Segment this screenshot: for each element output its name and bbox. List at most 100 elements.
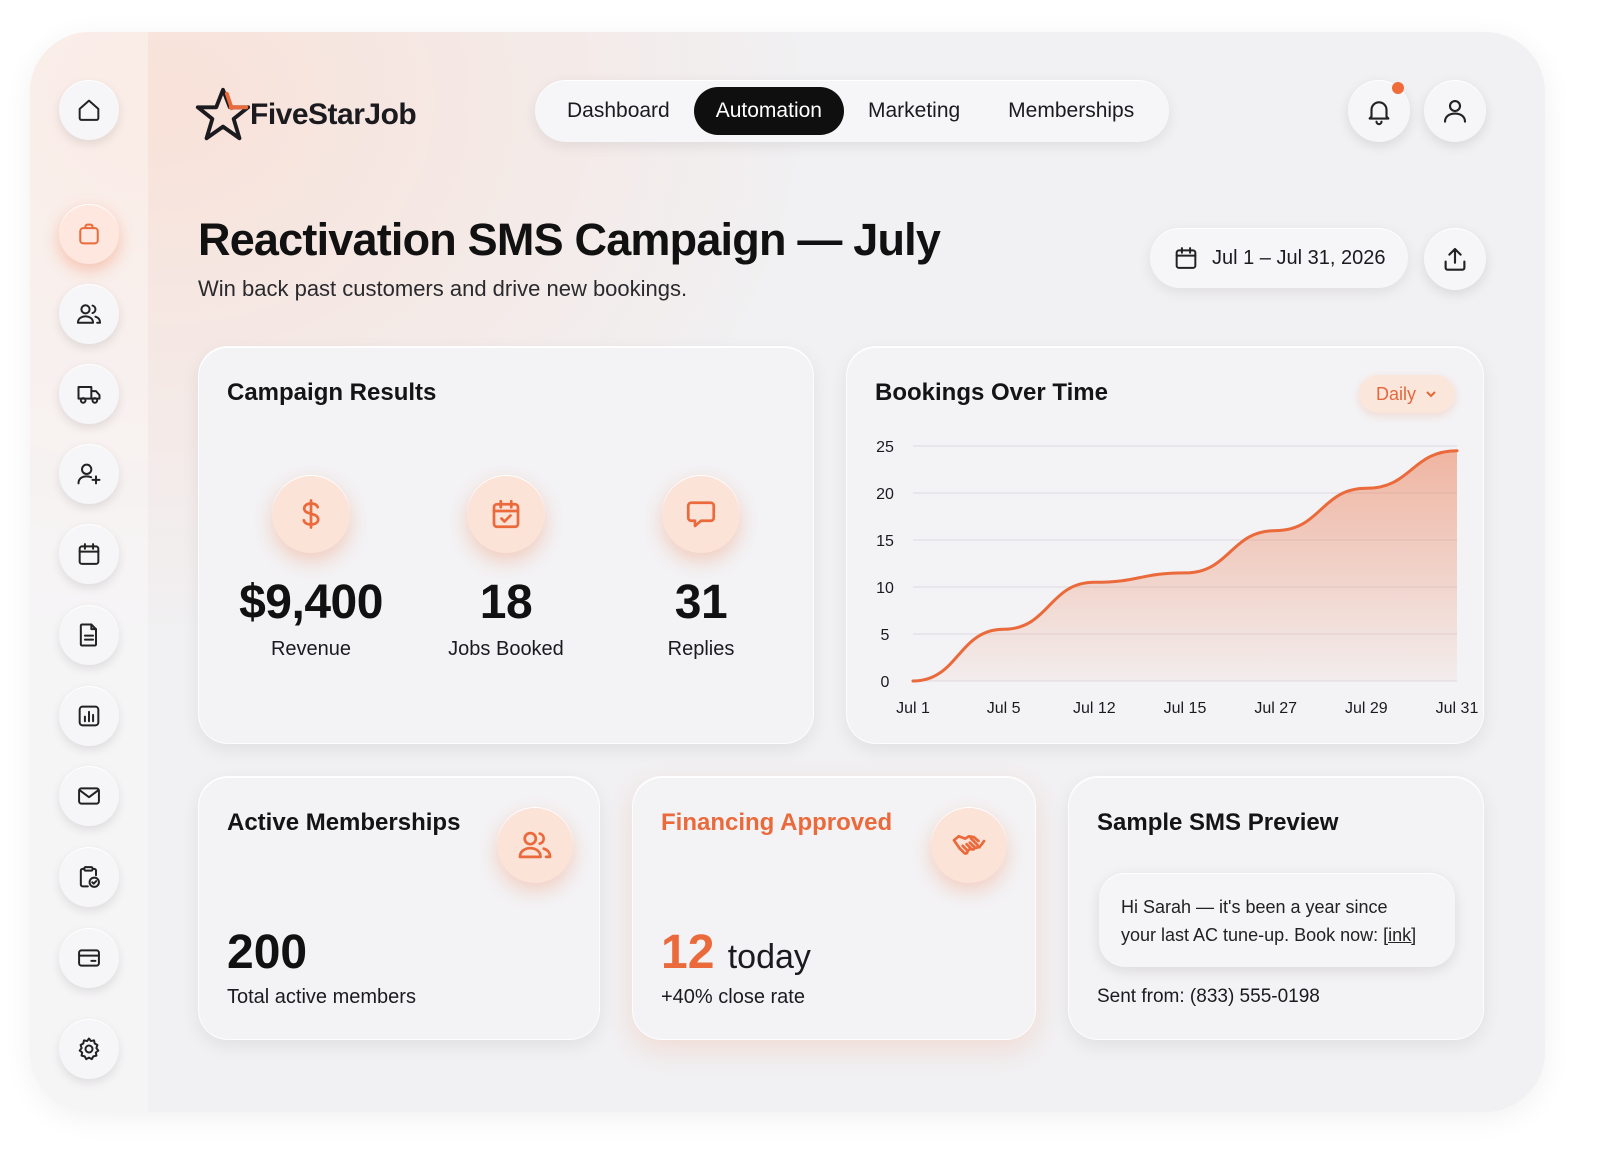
- bell-icon: [1368, 101, 1390, 126]
- sidebar-item-reports[interactable]: [59, 686, 119, 746]
- tab-marketing[interactable]: Marketing: [867, 99, 961, 122]
- sms-preview-card: Sample SMS Preview Hi Sarah — it's been …: [1068, 776, 1484, 1040]
- financing-caption: +40% close rate: [661, 986, 805, 1008]
- sidebar-item-home[interactable]: [59, 80, 119, 140]
- y-tick-label: 10: [876, 580, 894, 597]
- page-subtitle: Win back past customers and drive new bo…: [198, 276, 688, 301]
- star-logo-icon: [195, 87, 251, 141]
- home-icon: [78, 99, 100, 121]
- y-tick-label: 5: [881, 627, 890, 644]
- financing-count: 12: [661, 926, 715, 979]
- gear-icon: [78, 1037, 100, 1061]
- metric-replies: 31 Replies: [601, 475, 801, 661]
- calendar-icon: [1175, 247, 1197, 269]
- notification-dot: [1392, 82, 1404, 94]
- replies-label: Replies: [667, 638, 735, 660]
- y-tick-label: 0: [881, 674, 890, 691]
- user-plus-icon: [77, 463, 101, 485]
- bookings-area-chart: 0 5 10 15 20 25 Jul 1 Jul 5 Jul 12 Jul 15 Jul 27 Ju…: [876, 439, 1479, 717]
- app-window: FiveStarJob Dashboard Automation Marketi…: [30, 32, 1545, 1112]
- briefcase-icon: [79, 223, 99, 245]
- x-tick-label: Jul 31: [1436, 700, 1479, 717]
- profile-button[interactable]: [1424, 80, 1486, 142]
- revenue-value: $9,400: [239, 576, 383, 629]
- truck-icon: [77, 386, 101, 404]
- financing-suffix: today: [727, 938, 811, 976]
- granularity-label: Daily: [1375, 383, 1416, 404]
- jobs-booked-value: 18: [479, 576, 533, 629]
- sidebar-item-documents[interactable]: [59, 605, 119, 665]
- y-tick-label: 15: [876, 533, 894, 550]
- replies-value: 31: [674, 576, 728, 629]
- sms-bubble: Hi Sarah — it's been a year since your l…: [1099, 873, 1455, 967]
- metric-jobs-booked: 18 Jobs Booked: [406, 475, 606, 661]
- export-button[interactable]: [1424, 228, 1486, 290]
- clipboard-check-icon: [79, 866, 100, 888]
- sms-link[interactable]: [ink]: [1383, 925, 1417, 945]
- date-range-picker[interactable]: Jul 1 – Jul 31, 2026: [1150, 228, 1408, 288]
- handshake-icon: [952, 834, 986, 855]
- card-title: Bookings Over Time: [875, 379, 1108, 406]
- bookings-chart-card: Bookings Over Time Daily 0 5 10 15 20 25 Jul 1…: [846, 346, 1484, 744]
- brand-name: FiveStarJob: [250, 98, 417, 131]
- metric-revenue: $9,400 Revenue: [211, 475, 411, 661]
- mail-icon: [78, 787, 100, 805]
- x-tick-label: Jul 1: [896, 700, 930, 717]
- sidebar-item-customers[interactable]: [59, 284, 119, 344]
- sidebar-item-payments[interactable]: [59, 928, 119, 988]
- card-title: Financing Approved: [661, 809, 893, 836]
- bar-chart-icon: [78, 705, 100, 727]
- sidebar-item-tasks[interactable]: [59, 847, 119, 907]
- metric-icon-wrap: [662, 475, 740, 553]
- x-tick-label: Jul 12: [1073, 700, 1116, 717]
- brand-logo[interactable]: FiveStarJob: [192, 84, 417, 146]
- sms-line-1: Hi Sarah — it's been a year since: [1121, 897, 1388, 917]
- y-tick-label: 25: [876, 439, 894, 456]
- memberships-card: Active Memberships 200 Total active memb…: [198, 776, 600, 1040]
- memberships-value: 200: [227, 926, 308, 979]
- sidebar-item-dispatch[interactable]: [59, 364, 119, 424]
- page-title: Reactivation SMS Campaign — July: [198, 214, 941, 265]
- sidebar-item-messages[interactable]: [59, 766, 119, 826]
- chevron-down-icon: [1426, 391, 1436, 398]
- card-title: Campaign Results: [227, 379, 437, 406]
- date-range-label: Jul 1 – Jul 31, 2026: [1212, 246, 1386, 269]
- calendar-check-icon: [492, 499, 520, 529]
- users-icon: [518, 831, 552, 859]
- calendar-icon: [78, 543, 100, 565]
- sms-line-2: your last AC tune-up. Book now: [ink]: [1121, 921, 1433, 949]
- sidebar-item-calendar[interactable]: [59, 524, 119, 584]
- memberships-icon-wrap: [497, 807, 573, 883]
- granularity-dropdown[interactable]: Daily: [1359, 375, 1455, 413]
- sidebar-item-settings[interactable]: [59, 1019, 119, 1079]
- financing-card: Financing Approved 12 today +40% close r…: [632, 776, 1036, 1040]
- card-title: Active Memberships: [227, 809, 461, 836]
- sms-line-2-text: your last AC tune-up. Book now:: [1121, 925, 1384, 945]
- tab-dashboard[interactable]: Dashboard: [567, 99, 670, 122]
- card-title: Sample SMS Preview: [1097, 809, 1339, 836]
- y-tick-label: 20: [876, 486, 894, 503]
- top-nav: Dashboard Automation Marketing Membershi…: [535, 80, 1169, 142]
- metric-icon-wrap: [272, 475, 350, 553]
- chat-icon: [686, 501, 716, 528]
- metric-icon-wrap: [467, 475, 545, 553]
- document-icon: [79, 623, 97, 647]
- jobs-booked-label: Jobs Booked: [448, 638, 564, 660]
- notifications-button[interactable]: [1348, 80, 1410, 142]
- series-area: [913, 450, 1457, 681]
- tab-automation[interactable]: Automation: [693, 87, 844, 135]
- financing-value: 12 today: [661, 925, 811, 980]
- x-tick-label: Jul 5: [987, 700, 1021, 717]
- financing-icon-wrap: [931, 807, 1007, 883]
- x-tick-label: Jul 27: [1254, 700, 1297, 717]
- x-tick-label: Jul 29: [1345, 700, 1388, 717]
- x-tick-label: Jul 15: [1164, 700, 1207, 717]
- revenue-label: Revenue: [270, 638, 352, 660]
- sidebar-item-jobs[interactable]: [59, 204, 119, 264]
- upload-icon: [1444, 247, 1466, 271]
- tab-memberships[interactable]: Memberships: [1008, 99, 1135, 122]
- memberships-caption: Total active members: [227, 986, 416, 1008]
- user-icon: [1443, 99, 1467, 123]
- campaign-results-card: Campaign Results $9,400 Revenue 18 Jobs …: [198, 346, 814, 744]
- sidebar-item-add-user[interactable]: [59, 444, 119, 504]
